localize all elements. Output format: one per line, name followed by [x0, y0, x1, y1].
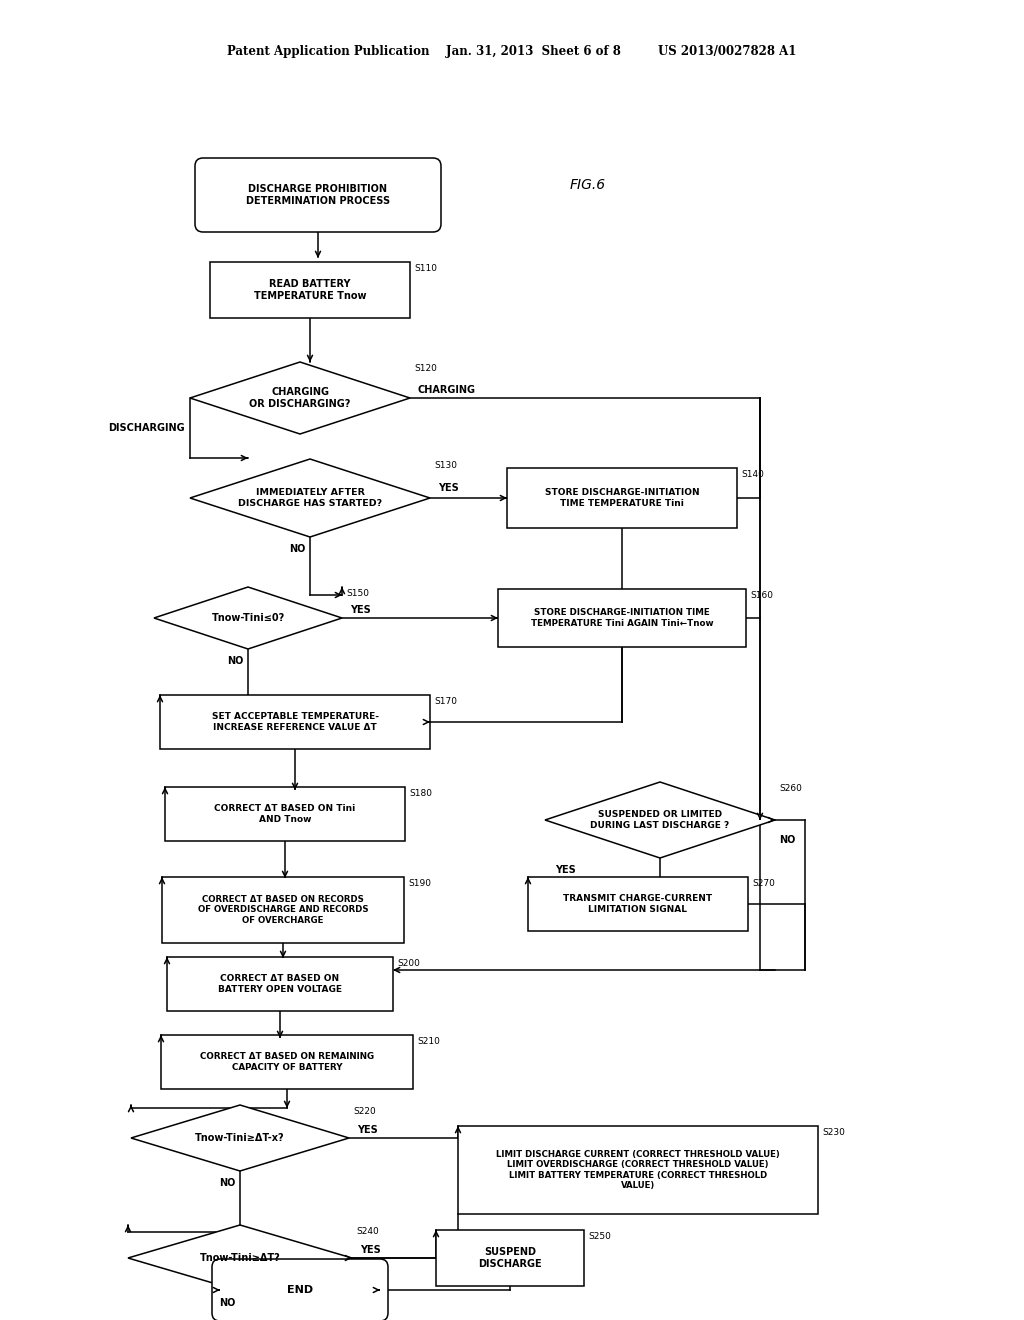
Text: NO: NO — [219, 1177, 234, 1188]
Text: NO: NO — [779, 836, 796, 845]
Text: S210: S210 — [417, 1038, 440, 1045]
Polygon shape — [190, 459, 430, 537]
Bar — [210, 261, 410, 318]
Text: S140: S140 — [741, 470, 764, 479]
Text: YES: YES — [360, 1245, 381, 1255]
FancyBboxPatch shape — [212, 1259, 388, 1320]
Text: READ BATTERY
TEMPERATURE Tnow: READ BATTERY TEMPERATURE Tnow — [254, 280, 367, 301]
Bar — [507, 469, 737, 528]
Text: FIG.6: FIG.6 — [570, 178, 606, 191]
Text: Tnow-Tini≥ΔT?: Tnow-Tini≥ΔT? — [200, 1253, 281, 1263]
Text: TRANSMIT CHARGE-CURRENT
LIMITATION SIGNAL: TRANSMIT CHARGE-CURRENT LIMITATION SIGNA… — [563, 895, 713, 913]
Text: S190: S190 — [408, 879, 431, 888]
Text: STORE DISCHARGE-INITIATION
TIME TEMPERATURE Tini: STORE DISCHARGE-INITIATION TIME TEMPERAT… — [545, 488, 699, 508]
Polygon shape — [131, 1105, 349, 1171]
Text: SUSPEND
DISCHARGE: SUSPEND DISCHARGE — [478, 1247, 542, 1269]
Text: Patent Application Publication    Jan. 31, 2013  Sheet 6 of 8         US 2013/00: Patent Application Publication Jan. 31, … — [227, 45, 797, 58]
Polygon shape — [545, 781, 775, 858]
Text: YES: YES — [357, 1125, 378, 1135]
Text: S250: S250 — [588, 1232, 611, 1241]
Text: S110: S110 — [414, 264, 437, 273]
Bar — [161, 1035, 413, 1089]
Text: SET ACCEPTABLE TEMPERATURE-
INCREASE REFERENCE VALUE ΔT: SET ACCEPTABLE TEMPERATURE- INCREASE REF… — [212, 713, 379, 731]
Bar — [160, 696, 430, 748]
Text: Tnow-Tini≥ΔT-x?: Tnow-Tini≥ΔT-x? — [196, 1133, 285, 1143]
Text: S170: S170 — [434, 697, 457, 706]
Text: SUSPENDED OR LIMITED
DURING LAST DISCHARGE ?: SUSPENDED OR LIMITED DURING LAST DISCHAR… — [591, 810, 730, 830]
Text: S240: S240 — [356, 1228, 379, 1236]
Text: S200: S200 — [397, 960, 420, 968]
Text: S150: S150 — [346, 589, 369, 598]
Bar — [167, 957, 393, 1011]
Text: S260: S260 — [779, 784, 802, 793]
Polygon shape — [128, 1225, 352, 1291]
Text: S180: S180 — [409, 789, 432, 799]
Text: STORE DISCHARGE-INITIATION TIME
TEMPERATURE Tini AGAIN Tini←Tnow: STORE DISCHARGE-INITIATION TIME TEMPERAT… — [530, 609, 714, 628]
Text: S230: S230 — [822, 1129, 845, 1137]
Text: YES: YES — [350, 605, 371, 615]
Text: S120: S120 — [414, 364, 437, 374]
Text: S130: S130 — [434, 461, 457, 470]
Polygon shape — [190, 362, 410, 434]
Bar — [162, 876, 404, 942]
Polygon shape — [154, 587, 342, 649]
Text: CHARGING
OR DISCHARGING?: CHARGING OR DISCHARGING? — [249, 387, 350, 409]
Text: S220: S220 — [353, 1107, 376, 1115]
Text: DISCHARGING: DISCHARGING — [109, 422, 185, 433]
FancyBboxPatch shape — [195, 158, 441, 232]
Text: LIMIT DISCHARGE CURRENT (CORRECT THRESHOLD VALUE)
LIMIT OVERDISCHARGE (CORRECT T: LIMIT DISCHARGE CURRENT (CORRECT THRESHO… — [496, 1150, 780, 1191]
Text: YES: YES — [555, 865, 575, 875]
Text: CORRECT ΔT BASED ON
BATTERY OPEN VOLTAGE: CORRECT ΔT BASED ON BATTERY OPEN VOLTAGE — [218, 974, 342, 994]
Text: CORRECT ΔT BASED ON REMAINING
CAPACITY OF BATTERY: CORRECT ΔT BASED ON REMAINING CAPACITY O… — [200, 1052, 374, 1072]
Bar — [165, 787, 406, 841]
Text: S160: S160 — [750, 591, 773, 601]
Text: CHARGING: CHARGING — [418, 385, 476, 395]
Text: END: END — [287, 1284, 313, 1295]
Bar — [528, 876, 748, 931]
Text: CORRECT ΔT BASED ON RECORDS
OF OVERDISCHARGE AND RECORDS
OF OVERCHARGE: CORRECT ΔT BASED ON RECORDS OF OVERDISCH… — [198, 895, 369, 925]
Text: CORRECT ΔT BASED ON Tini
AND Tnow: CORRECT ΔT BASED ON Tini AND Tnow — [214, 804, 355, 824]
Bar — [436, 1230, 584, 1286]
Text: NO: NO — [226, 656, 243, 667]
Text: Tnow-Tini≤0?: Tnow-Tini≤0? — [211, 612, 285, 623]
Text: YES: YES — [438, 483, 459, 492]
Bar — [498, 589, 746, 647]
Text: IMMEDIATELY AFTER
DISCHARGE HAS STARTED?: IMMEDIATELY AFTER DISCHARGE HAS STARTED? — [238, 488, 382, 508]
Text: NO: NO — [289, 544, 305, 554]
Text: DISCHARGE PROHIBITION
DETERMINATION PROCESS: DISCHARGE PROHIBITION DETERMINATION PROC… — [246, 185, 390, 206]
Text: S270: S270 — [752, 879, 775, 888]
Text: NO: NO — [219, 1298, 234, 1308]
Bar — [458, 1126, 818, 1214]
